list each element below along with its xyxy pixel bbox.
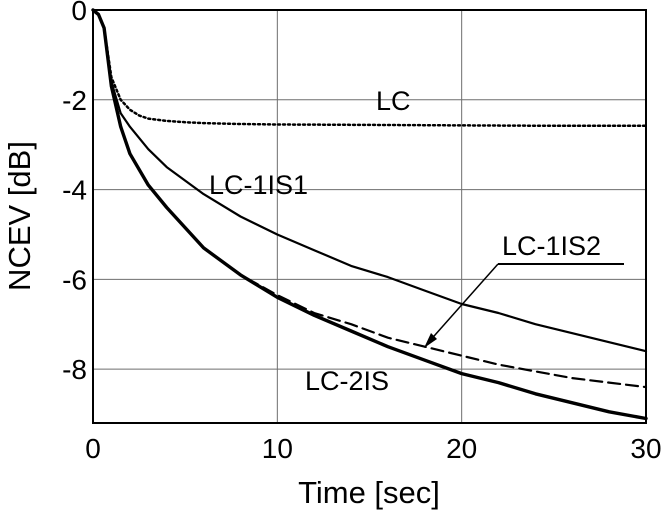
x-tick-label: 30 <box>630 433 661 464</box>
label-lc: LC <box>376 86 411 116</box>
label-lc-1is2: LC-1IS2 <box>502 231 601 261</box>
x-axis-title: Time [sec] <box>298 475 440 510</box>
y-tick-label: -4 <box>62 175 87 206</box>
x-tick-label: 10 <box>262 433 293 464</box>
label-lc-2is: LC-2IS <box>305 366 389 396</box>
series-line-lc-2is <box>91 8 648 421</box>
tick-labels: 0 10 20 30 0 -2 -4 -6 -8 <box>62 0 661 464</box>
x-tick-label: 20 <box>446 433 477 464</box>
plot-frame <box>92 9 647 424</box>
label-lc-1is2-arrow-line <box>426 263 499 345</box>
series-lines <box>91 8 648 421</box>
grid-lines <box>93 10 646 423</box>
series-line-lc <box>91 8 648 128</box>
label-lc-1is1: LC-1IS1 <box>209 170 308 200</box>
y-tick-label: 0 <box>71 0 87 26</box>
x-tick-label: 0 <box>85 433 101 464</box>
y-axis-title: NCEV [dB] <box>2 141 37 291</box>
y-tick-label: -6 <box>62 264 87 295</box>
series-line-lc-1is1 <box>91 8 648 353</box>
y-tick-label: -8 <box>62 354 87 385</box>
label-lc-1is2-arrowhead <box>424 333 437 348</box>
series-annotations: LC LC-1IS1 LC-1IS2 LC-2IS <box>209 86 624 396</box>
y-tick-label: -2 <box>62 85 87 116</box>
